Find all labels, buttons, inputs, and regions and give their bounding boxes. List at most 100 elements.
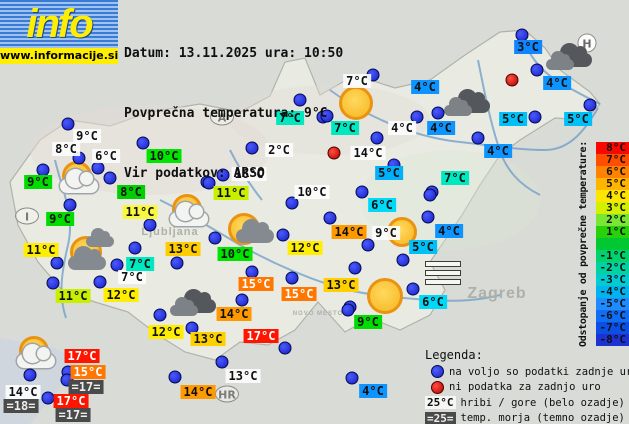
legend-mountain-box-icon: 25°C bbox=[425, 396, 456, 410]
station-temp-label: 4°C bbox=[411, 80, 439, 94]
dark-cloud-icon-puff bbox=[472, 92, 485, 105]
station-temp-label: 14°C bbox=[180, 385, 216, 399]
station-dot-recent bbox=[63, 198, 77, 212]
scale-band: -4°C bbox=[596, 286, 629, 298]
site-logo[interactable]: info www.informacije.si bbox=[0, 0, 118, 64]
station-dot-stale bbox=[505, 73, 519, 87]
legend-item-text: temp. morja (temno ozadje) bbox=[460, 412, 625, 424]
mid-cloud-icon bbox=[546, 51, 574, 70]
station-dot-recent bbox=[345, 371, 359, 385]
station-dot-recent bbox=[136, 136, 150, 150]
mid-cloud-icon-puff bbox=[458, 100, 468, 110]
white-cloud-icon bbox=[60, 169, 98, 193]
country-marker-hr: HR bbox=[215, 385, 239, 403]
station-temp-label: 13°C bbox=[323, 278, 359, 292]
station-dot-recent bbox=[348, 261, 362, 275]
station-temp-label: 4°C bbox=[543, 76, 571, 90]
mountain-temp-label: 16°C bbox=[231, 167, 267, 181]
station-dot-recent bbox=[103, 171, 117, 185]
station-dot-recent bbox=[471, 131, 485, 145]
country-marker-i: I bbox=[15, 207, 39, 225]
logo-box: info bbox=[0, 0, 118, 48]
mountain-temp-label: 9°C bbox=[73, 129, 101, 143]
station-dot-recent bbox=[170, 256, 184, 270]
station-dot-recent bbox=[50, 256, 64, 270]
station-temp-label: 11°C bbox=[122, 205, 158, 219]
mountain-temp-label: 6°C bbox=[92, 149, 120, 163]
station-dot-recent bbox=[421, 210, 435, 224]
scale-band: 6°C bbox=[596, 166, 629, 178]
station-temp-label: 14°C bbox=[216, 307, 252, 321]
map-legend: Legenda: na voljo so podatki zadnje ure n… bbox=[425, 348, 629, 424]
station-temp-label: 13°C bbox=[165, 242, 201, 256]
mountain-temp-label: 10°C bbox=[294, 185, 330, 199]
station-temp-label: 12°C bbox=[148, 325, 184, 339]
scale-band: 8°C bbox=[596, 142, 629, 154]
station-temp-label: 12°C bbox=[103, 288, 139, 302]
mid-cloud-icon-puff bbox=[184, 300, 194, 310]
station-dot-recent bbox=[110, 258, 124, 272]
station-temp-label: 9°C bbox=[24, 175, 52, 189]
map-header: Datum: 13.11.2025 ura: 10:50 Povprečna t… bbox=[124, 4, 343, 224]
station-dot-recent bbox=[341, 303, 355, 317]
station-temp-label: 6°C bbox=[368, 198, 396, 212]
station-dot-recent bbox=[216, 168, 230, 182]
station-dot-recent bbox=[355, 185, 369, 199]
legend-item-text: ni podatka za zadnjo uro bbox=[449, 381, 601, 394]
station-dot-recent bbox=[320, 109, 334, 123]
station-temp-label: 4°C bbox=[435, 224, 463, 238]
station-dot-recent bbox=[583, 98, 597, 112]
station-dot-recent bbox=[153, 308, 167, 322]
legend-item: na voljo so podatki zadnje ure bbox=[425, 364, 629, 380]
station-dot-recent bbox=[323, 211, 337, 225]
station-temp-label: 5°C bbox=[499, 112, 527, 126]
station-temp-label: 10°C bbox=[146, 149, 182, 163]
scale-band: 3°C bbox=[596, 202, 629, 214]
scale-band: 5°C bbox=[596, 178, 629, 190]
scale-band: -6°C bbox=[596, 310, 629, 322]
legend-blue-dot-icon bbox=[431, 365, 444, 379]
scale-band: -2°C bbox=[596, 262, 629, 274]
station-dot-recent bbox=[245, 141, 259, 155]
legend-sea-box-icon: =25= bbox=[425, 411, 456, 424]
map-city-label: Zagreb bbox=[467, 285, 527, 302]
gray-cloud-icon-puff bbox=[256, 222, 269, 235]
country-marker-a: A bbox=[210, 108, 234, 126]
scale-band: 4°C bbox=[596, 190, 629, 202]
mid-cloud-icon-puff bbox=[560, 54, 570, 64]
station-temp-label: 13°C bbox=[190, 332, 226, 346]
mid-cloud-icon bbox=[444, 97, 472, 116]
station-temp-label: 11°C bbox=[23, 243, 59, 257]
station-temp-label: 9°C bbox=[46, 212, 74, 226]
station-temp-label: 7°C bbox=[331, 121, 359, 135]
station-dot-recent bbox=[278, 341, 292, 355]
station-temp-label: 7°C bbox=[276, 111, 304, 125]
logo-site-url[interactable]: www.informacije.si bbox=[0, 48, 119, 64]
scale-title: Odstopanje od povprečne temperature: bbox=[578, 141, 589, 347]
scale-band: -5°C bbox=[596, 298, 629, 310]
triple-bars-icon bbox=[425, 261, 461, 267]
map-city-label: NOVO MESTO bbox=[292, 311, 344, 317]
station-dot-recent bbox=[91, 161, 105, 175]
station-temp-label: 4°C bbox=[427, 121, 455, 135]
legend-item: ni podatka za zadnjo uro bbox=[425, 380, 629, 396]
station-dot-recent bbox=[285, 196, 299, 210]
sun-icon bbox=[367, 278, 403, 314]
scale-band bbox=[596, 238, 629, 250]
triple-bars-icon bbox=[425, 270, 461, 276]
station-temp-label: 11°C bbox=[55, 289, 91, 303]
station-dot-recent bbox=[215, 355, 229, 369]
station-dot-recent bbox=[276, 228, 290, 242]
station-dot-recent bbox=[143, 218, 157, 232]
legend-item: 25°C hribi / gore (belo ozadje) bbox=[425, 395, 629, 411]
station-dot-recent bbox=[93, 275, 107, 289]
scale-band: 7°C bbox=[596, 154, 629, 166]
mountain-temp-label: 7°C bbox=[118, 270, 146, 284]
mountain-temp-label: 9°C bbox=[372, 226, 400, 240]
station-temp-label: 9°C bbox=[354, 315, 382, 329]
white-cloud-icon-puff bbox=[80, 172, 93, 185]
legend-red-dot-icon bbox=[431, 380, 444, 394]
scale-band: 1°C bbox=[596, 226, 629, 238]
